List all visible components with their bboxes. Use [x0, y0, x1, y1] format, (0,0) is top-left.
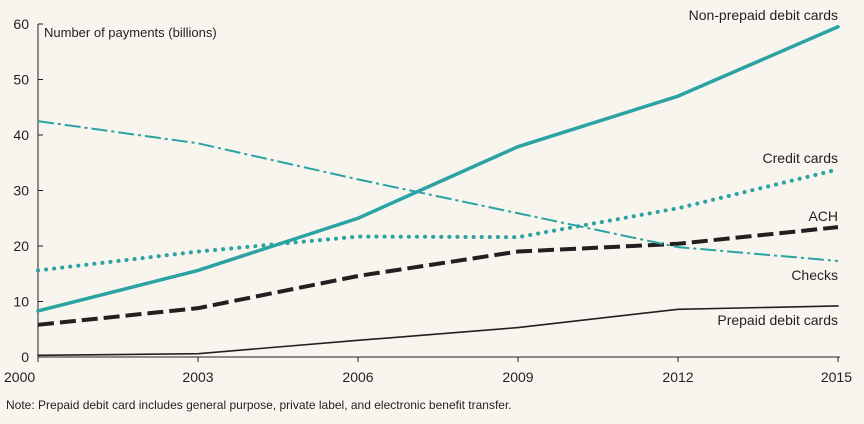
x-tick-label: 2000 — [4, 369, 35, 385]
x-tick-label: 2015 — [821, 369, 852, 385]
y-axis-label: Number of payments (billions) — [44, 25, 217, 40]
y-tick-label: 10 — [13, 294, 29, 310]
series-label: Non-prepaid debit cards — [689, 7, 838, 23]
x-tick-label: 2006 — [342, 369, 373, 385]
y-tick-label: 0 — [21, 349, 29, 365]
series-line-non-prepaid-debit-cards — [36, 25, 840, 313]
x-tick-label: 2009 — [502, 369, 533, 385]
series-label: Prepaid debit cards — [717, 312, 838, 328]
axes — [37, 24, 840, 358]
y-tick-label: 30 — [13, 183, 29, 199]
series-labels: Non-prepaid debit cards Credit cards ACH Ch… — [689, 7, 838, 328]
chart-note: Note: Prepaid debit card includes genera… — [6, 398, 512, 412]
y-ticks: 0 10 20 30 40 50 60 — [13, 16, 43, 365]
y-tick-label: 50 — [13, 72, 29, 88]
series-line-checks — [37, 120, 839, 262]
y-tick-label: 60 — [13, 16, 29, 32]
x-tick-label: 2003 — [182, 369, 213, 385]
x-tick-label: 2012 — [662, 369, 693, 385]
series-label: Checks — [791, 267, 838, 283]
series-line-ach — [37, 225, 839, 327]
series-label: ACH — [808, 208, 838, 224]
series-line-credit-cards — [36, 167, 840, 273]
series-lines — [36, 25, 840, 357]
x-ticks: 2000 2003 2006 2009 2012 2015 — [4, 357, 852, 385]
y-tick-label: 40 — [13, 127, 29, 143]
y-tick-label: 20 — [13, 238, 29, 254]
series-label: Credit cards — [763, 150, 838, 166]
series-line-prepaid-debit-cards — [37, 305, 839, 357]
